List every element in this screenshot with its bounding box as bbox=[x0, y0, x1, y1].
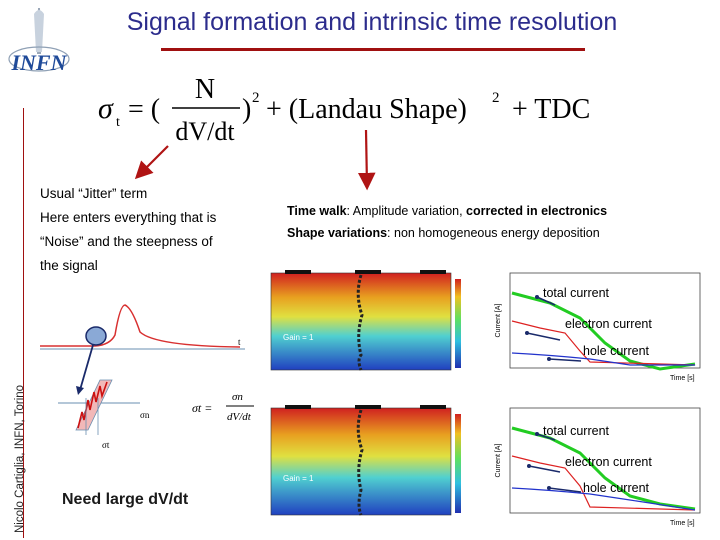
current-plot-ylabel: Current [A] bbox=[495, 444, 502, 478]
jitter-sketch: t σn σt σt = σn dV/dt bbox=[40, 304, 254, 450]
total-current-label: total current bbox=[543, 424, 610, 438]
formula-sq2: 2 bbox=[492, 90, 500, 106]
time-walk-term: Time walk bbox=[287, 204, 347, 218]
shape-line: Shape variations: non homogeneous energy… bbox=[287, 222, 717, 244]
sketch-noise-trace bbox=[77, 381, 108, 429]
electrode-pad bbox=[420, 405, 446, 409]
color-scale bbox=[455, 279, 461, 368]
gain-label: Gain = 1 bbox=[283, 474, 314, 483]
label-pointer-arrow bbox=[536, 296, 556, 306]
left-vertical-rule bbox=[23, 108, 24, 538]
label-pointer-arrow bbox=[528, 465, 561, 473]
time-walk-desc: : Amplitude variation, bbox=[346, 204, 467, 218]
title-underline bbox=[161, 48, 585, 51]
time-walk-line: Time walk: Amplitude variation, correcte… bbox=[287, 200, 717, 222]
jitter-line-4: the signal bbox=[40, 258, 98, 273]
formula-sub-t: t bbox=[116, 115, 120, 130]
label-pointer-arrow bbox=[536, 433, 556, 441]
simulation-panel-top: Gain = 1 Current [A] Time [s] total current… bbox=[255, 265, 715, 390]
current-plot-frame bbox=[509, 272, 701, 369]
simulation-panel-bottom: Gain = 1 Current [A] Time [s] total current… bbox=[255, 400, 715, 535]
formula-equals: = ( bbox=[128, 94, 160, 125]
formula-close: ) bbox=[242, 94, 251, 125]
formula-sigma: σ bbox=[98, 92, 114, 125]
time-resolution-formula: σ t = ( N dV/dt ) 2 + (Landau Shape) 2 +… bbox=[98, 74, 590, 146]
need-large-dvdt-label: Need large dV/dt bbox=[62, 491, 189, 508]
jitter-line-2: Here enters everything that is bbox=[40, 210, 217, 225]
electron-current-label: electron current bbox=[565, 455, 652, 469]
current-plot-ylabel: Current [A] bbox=[495, 304, 502, 338]
electron-current-curve bbox=[511, 455, 696, 511]
label-pointer-arrow bbox=[548, 487, 582, 493]
landau-explanation: Time walk: Amplitude variation, correcte… bbox=[287, 200, 717, 244]
formula-tdc: + TDC bbox=[512, 94, 590, 125]
sketch-sigma-t: σt bbox=[102, 440, 110, 450]
electrode-pad bbox=[355, 270, 381, 274]
slide-title: Signal formation and intrinsic time reso… bbox=[126, 8, 618, 36]
author-vertical-text: Nicolo Cartiglia, INFN, Torino bbox=[14, 384, 26, 533]
time-walk-bold: corrected in electronics bbox=[466, 204, 608, 218]
formula-numerator: N bbox=[195, 74, 215, 105]
total-current-label: total current bbox=[543, 286, 610, 300]
sketch-zoom-arrow bbox=[79, 344, 94, 391]
simulation-svg: Gain = 1 Current [A] Time [s] total current… bbox=[270, 405, 701, 527]
hole-current-curve bbox=[511, 352, 695, 366]
formula-sq1: 2 bbox=[252, 90, 260, 106]
electrode-pad bbox=[420, 270, 446, 274]
sketch-axis-t: t bbox=[238, 337, 241, 347]
field-map bbox=[270, 407, 452, 516]
shape-term: Shape variations bbox=[287, 226, 388, 240]
electron-current-label: electron current bbox=[565, 317, 652, 331]
gain-label: Gain = 1 bbox=[283, 333, 314, 342]
shape-desc: : non homogeneous energy deposition bbox=[387, 226, 600, 240]
particle-track bbox=[356, 409, 364, 516]
electrode-pad bbox=[285, 270, 311, 274]
hole-current-curve bbox=[511, 487, 696, 511]
sketch-signal-pulse bbox=[40, 304, 241, 348]
sketch-sigma-n: σn bbox=[140, 410, 150, 420]
electrode-pad bbox=[285, 405, 311, 409]
infn-logo: INFN bbox=[8, 8, 70, 75]
current-plot-xlabel: Time [s] bbox=[670, 375, 695, 382]
formula-denominator: dV/dt bbox=[175, 117, 235, 146]
hole-current-label: hole current bbox=[583, 344, 650, 358]
sketch-eq-num: σn bbox=[232, 391, 243, 403]
color-scale bbox=[455, 414, 461, 513]
electrode-pad bbox=[355, 405, 381, 409]
electron-current-curve bbox=[511, 320, 696, 366]
label-pointer-arrow bbox=[526, 332, 561, 341]
sketch-eq-den: dV/dt bbox=[227, 411, 252, 423]
sketch-zoom-circle bbox=[85, 326, 107, 346]
hole-current-label: hole current bbox=[583, 481, 650, 495]
formula-landau: + (Landau Shape) bbox=[266, 94, 467, 125]
particle-track bbox=[356, 274, 364, 371]
sketch-eq-lhs: σt = bbox=[192, 401, 212, 415]
jitter-explanation: Usual “Jitter” term Here enters everythi… bbox=[40, 182, 265, 278]
current-plot-xlabel: Time [s] bbox=[670, 520, 695, 527]
current-plot-frame bbox=[509, 407, 701, 514]
simulation-svg: Gain = 1 Current [A] Time [s] total current… bbox=[270, 270, 701, 382]
label-pointer-arrow bbox=[548, 358, 582, 362]
jitter-line-3: “Noise” and the steepness of bbox=[40, 234, 213, 249]
logo-text: INFN bbox=[10, 50, 67, 75]
jitter-line-1: Usual “Jitter” term bbox=[40, 186, 148, 201]
